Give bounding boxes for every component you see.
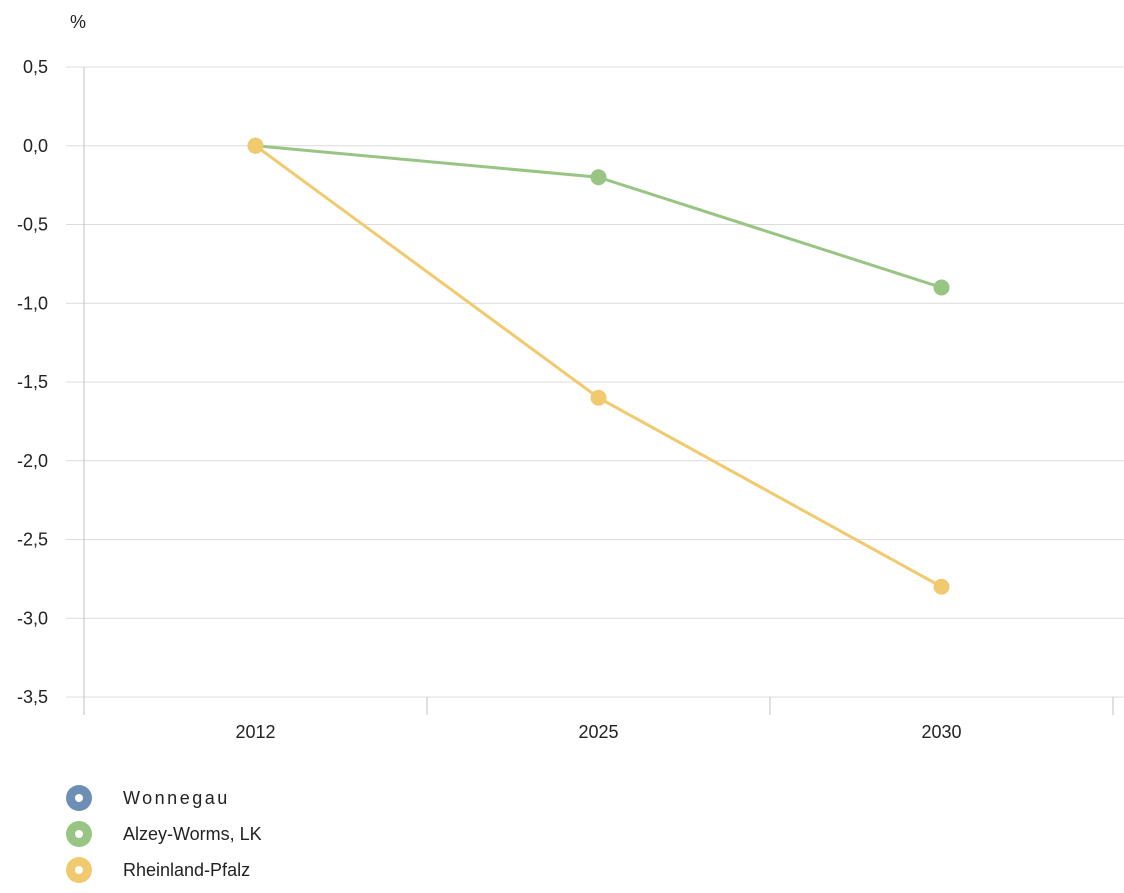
legend-label: Wonnegau xyxy=(123,787,230,808)
x-tick-label: 2030 xyxy=(921,722,961,742)
y-tick-label: 0,0 xyxy=(23,136,48,156)
series-2 xyxy=(247,137,950,595)
y-tick-label: -3,0 xyxy=(17,608,48,628)
legend-item-alzey-worms[interactable]: Alzey-Worms, LK xyxy=(66,816,262,852)
data-point xyxy=(590,389,607,406)
legend-item-wonnegau[interactable]: Wonnegau xyxy=(66,780,262,816)
y-tick-label: -2,5 xyxy=(17,530,48,550)
data-point xyxy=(590,169,607,186)
x-tick-label: 2012 xyxy=(235,722,275,742)
series-line xyxy=(255,144,942,289)
x-tick-label: 2025 xyxy=(578,722,618,742)
y-tick-label: -3,5 xyxy=(17,687,48,707)
line-chart: % 0,5 0,0 -0,5 -1,0 -1,5 -2,0 -2,5 -3,0 -3,5 2012… xyxy=(17,12,1124,742)
legend-label: Alzey-Worms, LK xyxy=(123,823,262,844)
y-tick-label: -2,0 xyxy=(17,451,48,471)
legend-label: Rheinland-Pfalz xyxy=(123,859,251,880)
legend-marker-icon xyxy=(66,857,92,883)
legend-marker-icon xyxy=(66,785,92,811)
data-point xyxy=(247,137,264,154)
grid-lines xyxy=(66,66,1124,698)
legend-item-rheinland-pfalz[interactable]: Rheinland-Pfalz xyxy=(66,852,262,888)
data-point xyxy=(933,279,950,296)
y-tick-label: -0,5 xyxy=(17,215,48,235)
data-point xyxy=(933,578,950,595)
legend-marker-icon xyxy=(66,821,92,847)
series-lines xyxy=(247,137,950,595)
axes: 0,5 0,0 -0,5 -1,0 -1,5 -2,0 -2,5 -3,0 -3,5 2012 20… xyxy=(17,57,1114,742)
y-unit-label: % xyxy=(70,12,86,32)
y-tick-label: 0,5 xyxy=(23,57,48,77)
y-tick-label: -1,5 xyxy=(17,372,48,392)
legend: Wonnegau Alzey-Worms, LK Rheinland-Pfalz xyxy=(66,780,262,888)
series-line xyxy=(254,144,943,589)
y-tick-label: -1,0 xyxy=(17,293,48,313)
